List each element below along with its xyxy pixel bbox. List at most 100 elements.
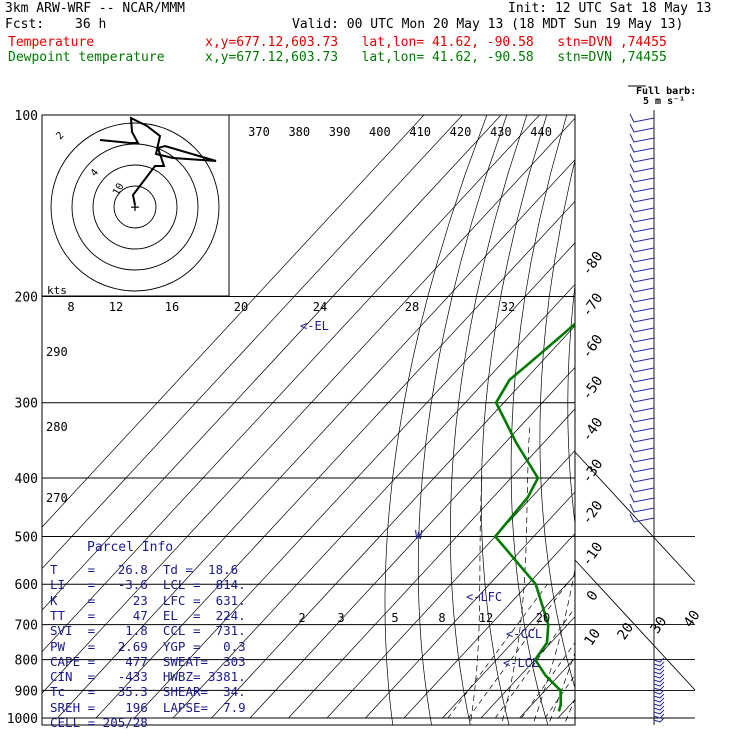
mixing-ratio-label: 8 [438,611,445,625]
wind-barb [653,689,665,695]
dry-adiabat [671,115,740,731]
pressure-label: 500 [15,530,38,545]
temperature-legend: Temperature [8,35,95,50]
temperature-location: x,y=677.12,603.73 lat,lon= 41.62, -90.58… [205,35,667,50]
theta-label: 290 [46,345,68,359]
mixing-ratio-line [468,583,567,719]
theta-label: 380 [288,125,310,139]
wind-barbs: Full barb:5 m s⁻¹ [628,85,696,723]
mixing-ratio-line [544,674,575,719]
mixing-ratio-line [576,584,668,718]
wind-barb [629,423,655,433]
annotation-label: <-CCL [506,627,542,641]
hodograph-speed-label: 16 [165,300,179,314]
temperature-label: -40 [579,415,607,445]
hodograph-speed-label: 12 [109,300,123,314]
theta-label: 440 [530,125,552,139]
wind-barb [629,373,655,383]
isotherm-line [172,283,575,719]
temperature-label: 40 [681,608,704,631]
wind-barb [629,473,655,483]
theta-label: 270 [46,491,68,505]
mixing-ratio-line [447,583,548,719]
temperature-label: -80 [579,249,607,279]
model-title: 3km ARW-WRF -- NCAR/MMM [5,1,186,16]
theta-label: 390 [329,125,351,139]
dry-adiabat [695,115,740,731]
wind-barb [629,203,655,213]
wind-barb [629,443,655,453]
parcel-info-row: SVI = 1.8 CCL = 731. [50,623,246,639]
hodograph-ring [92,164,178,250]
parcel-info-row: T = 26.8 Td = 18.6 [50,562,239,577]
wind-barb [629,503,655,513]
hodograph-speed-label: 8 [67,300,74,314]
wind-barb [629,163,655,173]
wind-barb [653,713,665,719]
pressure-label: 200 [15,291,38,306]
isotherm-line [42,115,463,570]
wind-barb [629,243,655,253]
parcel-info-row: TT = 47 EL = 224. [50,607,246,623]
barb-legend-value: 5 m s⁻¹ [643,96,685,107]
forecast-label: Fcst: [5,17,45,32]
wind-barb [629,133,655,143]
valid-time: Valid: 00 UTC Mon 20 May 13 (18 MDT Sun … [292,17,684,32]
annotation-label: W [415,528,423,542]
moist-adiabat [592,309,740,731]
isotherm-line [211,325,575,719]
theta-label: 280 [46,420,68,434]
hodograph-ring-label: 4 [89,167,101,179]
pressure-label: 300 [15,397,38,412]
hodograph-ring [113,185,157,229]
wind-barb [653,717,665,723]
parcel-info-row: K = 23 LFC = 631. [50,592,246,608]
wind-barb [653,657,665,663]
theta-label: 400 [369,125,391,139]
wind-barb-grid [574,110,696,725]
dry-adiabat [718,115,740,731]
theta-label: 370 [248,125,270,139]
wind-barb [653,669,665,675]
wind-barb [629,153,655,163]
wind-barb [629,513,655,523]
annotation-label: <-LCL [503,656,539,670]
parcel-info-row: LI = -3.6 LCL = 814. [50,577,246,593]
hodograph-ring [50,122,220,292]
wind-barb [629,393,655,403]
dry-adiabat [480,115,548,725]
isotherm-line [365,491,575,719]
dry-adiabat [450,115,528,725]
dewpoint-location: x,y=677.12,603.73 lat,lon= 41.62, -90.58… [205,50,667,65]
temperature-label: -70 [579,290,607,320]
isotherm-line [249,366,575,719]
wind-barb [629,263,655,273]
isotherm-line [480,616,575,719]
dry-adiabat [417,115,508,725]
isotherm-line [57,159,575,719]
pressure-label: 400 [15,472,38,487]
wind-barb [629,343,655,353]
parcel-info-row: CIN = -433 HWBZ= 3381. [50,669,246,685]
dry-adiabat [510,115,568,725]
isotherm-line [134,242,575,719]
dry-adiabat [646,115,740,731]
wind-barb [629,283,655,293]
pressure-label: 800 [15,654,38,669]
pressure-label: 1000 [7,712,38,727]
mixing-ratio-label: 3 [337,611,344,625]
isotherm-line [42,115,540,653]
parcel-info-row: CELL = 205/28 [50,715,148,730]
wind-barb [629,323,655,333]
wind-barb [653,673,665,679]
plot-frame [41,114,576,726]
theta-label: 420 [450,125,472,139]
mixing-ratio-label: 2 [298,611,305,625]
wind-barb [653,693,665,699]
mixing-ratio-line [495,607,575,719]
wind-barb [629,493,655,503]
wind-barb [629,303,655,313]
wind-barb [629,463,655,473]
